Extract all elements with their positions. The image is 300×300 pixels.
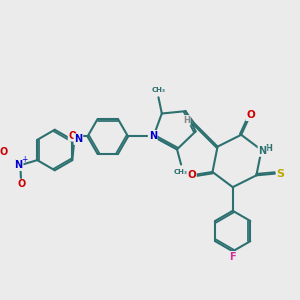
Text: CH₃: CH₃ — [174, 169, 188, 175]
Text: N: N — [15, 160, 23, 170]
Text: N: N — [74, 134, 83, 144]
Text: N: N — [258, 146, 266, 156]
Text: O: O — [187, 170, 196, 180]
Text: S: S — [277, 169, 285, 178]
Text: +: + — [21, 155, 28, 164]
Text: O: O — [0, 147, 8, 158]
Text: N: N — [148, 131, 157, 141]
Text: F: F — [230, 252, 236, 262]
Text: O: O — [18, 179, 26, 189]
Text: CH₃: CH₃ — [152, 87, 166, 93]
Text: H: H — [183, 116, 190, 125]
Text: O: O — [68, 131, 77, 141]
Text: H: H — [266, 144, 272, 153]
Text: O: O — [246, 110, 255, 120]
